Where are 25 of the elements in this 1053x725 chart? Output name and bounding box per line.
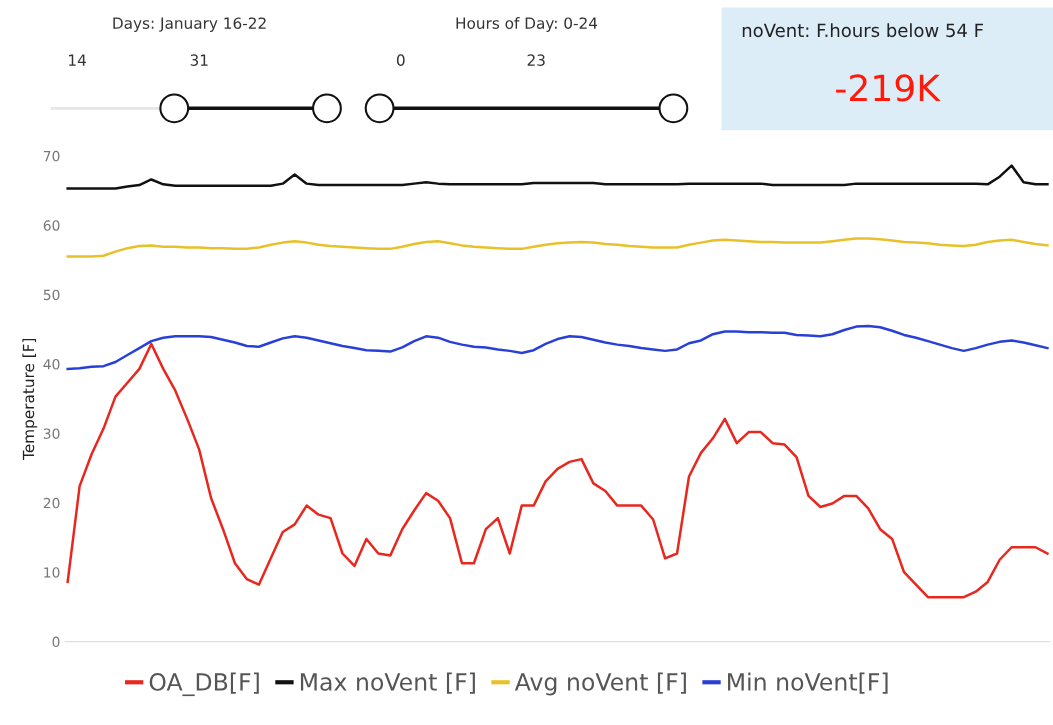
y-tick-label: 0 xyxy=(52,636,60,648)
text: Hours of Day: 0-24 xyxy=(456,17,598,32)
y-tick-label: 30 xyxy=(43,428,60,439)
line-series xyxy=(66,342,1049,599)
legend-label: Avg noVent [F] xyxy=(514,672,686,696)
legend-label: OA_DB[F] xyxy=(149,672,259,697)
legend-label: Min noVent[F] xyxy=(728,672,888,694)
text: 0 xyxy=(396,54,405,66)
text: 23 xyxy=(527,54,545,66)
y-tick-label: 70 xyxy=(43,150,60,162)
text: noVent: F.hours below 54 F xyxy=(742,23,984,38)
line-series xyxy=(66,237,1049,258)
text: 14 xyxy=(69,54,86,66)
text: -219K xyxy=(836,74,941,102)
text: 31 xyxy=(190,54,208,66)
line-series xyxy=(66,324,1049,371)
text: Days: January 16-22 xyxy=(113,17,266,32)
y-tick-label: 40 xyxy=(43,359,60,370)
y-tick-label: 60 xyxy=(43,220,60,231)
line-series xyxy=(66,164,1049,190)
y-tick-label: 50 xyxy=(43,289,60,301)
y-tick-label: 20 xyxy=(43,497,60,509)
legend-label: Max noVent [F] xyxy=(300,672,475,694)
y-axis-title: Temperature [F] xyxy=(22,338,38,460)
y-tick-label: 10 xyxy=(44,567,60,578)
